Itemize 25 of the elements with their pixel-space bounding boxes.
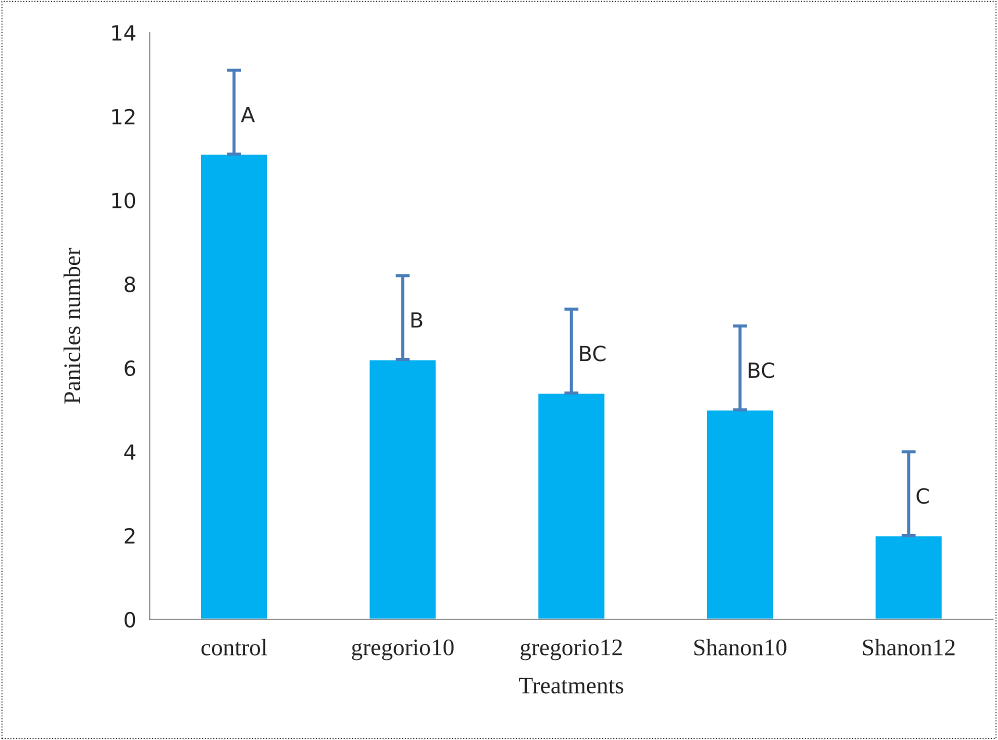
x-tick-label: gregorio12 [520, 640, 622, 660]
y-tick-label: 0 [124, 612, 136, 628]
y-tick-label: 10 [112, 192, 136, 208]
annotation: BC [580, 346, 606, 362]
annotation: C [916, 488, 929, 504]
y-tick-label: 4 [124, 444, 136, 460]
x-tick-label: control [201, 638, 267, 656]
y-tick-label: 6 [124, 360, 136, 376]
annotation: B [411, 312, 422, 328]
x-tick-label: gregorio10 [352, 639, 454, 660]
x-axis-title: Treatments [519, 678, 624, 694]
y-axis-title: Panicles number [64, 248, 80, 404]
bar [706, 409, 774, 620]
y-tick-label: 12 [112, 108, 134, 124]
bar [200, 153, 268, 620]
x-tick-label: Shanon10 [694, 638, 786, 656]
y-tick-label: 14 [112, 25, 136, 40]
bar [368, 358, 438, 620]
bar [874, 534, 944, 620]
bar [536, 392, 606, 620]
annotation: A [240, 106, 255, 122]
x-tick-label: Shanon12 [863, 638, 955, 656]
y-tick-label: 8 [124, 276, 136, 292]
y-tick-label: 2 [124, 528, 134, 544]
annotation: BC [748, 362, 774, 378]
